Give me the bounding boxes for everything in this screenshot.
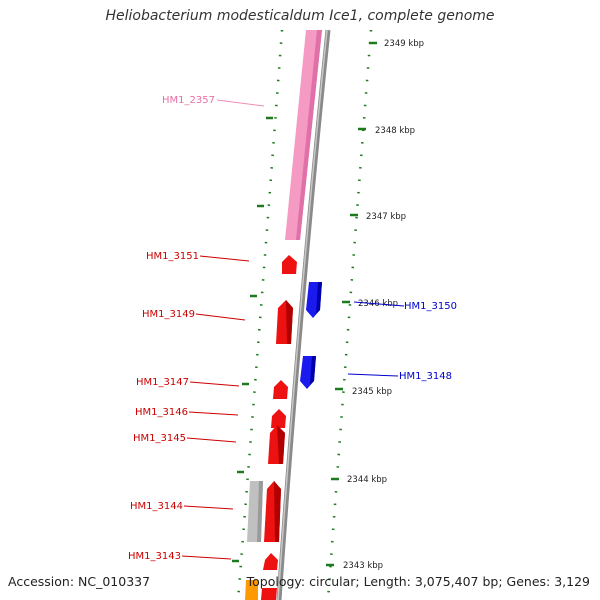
gene-shape-shade (296, 30, 322, 240)
gene-label-HM1_3148[interactable]: HM1_3148 (399, 371, 452, 382)
gene-label-HM1_3143[interactable]: HM1_3143 (128, 551, 181, 562)
label-leaders (181, 99, 405, 560)
gene-HM1_3150[interactable] (306, 282, 322, 318)
ruler-tick-label: 2347 kbp (366, 212, 406, 222)
ruler-tick-label: 2344 kbp (347, 475, 387, 485)
gene-label-HM1_3151[interactable]: HM1_3151 (146, 251, 199, 262)
gene-shape-shade (310, 356, 316, 385)
gene-HM1_3151[interactable] (282, 255, 297, 274)
leader-HM1_3146 (188, 411, 239, 416)
gene-label-HM1_3145[interactable]: HM1_3145 (133, 433, 186, 444)
gene-shape (273, 380, 288, 399)
ruler-tick-label: 2349 kbp (384, 39, 424, 49)
gene-grey[interactable] (247, 481, 263, 542)
leader-HM1_2357 (216, 99, 265, 107)
ruler-tick-label: 2348 kbp (375, 126, 415, 136)
gene-label-HM1_3144[interactable]: HM1_3144 (130, 501, 183, 512)
gene-shape (245, 580, 258, 600)
gene-HM1_3147[interactable] (273, 380, 288, 399)
genome-backbone (276, 29, 331, 600)
leader-HM1_3150 (353, 301, 405, 307)
gene-shape (261, 588, 277, 600)
leader-HM1_3145 (186, 437, 237, 443)
leader-HM1_3151 (199, 255, 250, 262)
gene-labels: HM1_2357 HM1_3151 HM1_3150 HM1_3149 HM1_… (128, 95, 457, 562)
ruler-tick-label: 2345 kbp (352, 387, 392, 397)
gene-HM1_3143[interactable] (263, 553, 278, 570)
gene-shape (271, 409, 286, 428)
gene-label-HM1_3147[interactable]: HM1_3147 (136, 377, 189, 388)
gene-shape (263, 553, 278, 570)
gene-HM1_3145[interactable] (268, 425, 285, 464)
gene-label-HM1_3149[interactable]: HM1_3149 (142, 309, 195, 320)
gene-red-partial[interactable] (261, 588, 277, 600)
gene-label-HM1_3146[interactable]: HM1_3146 (135, 407, 188, 418)
ruler-major-ticks (232, 41, 377, 567)
genome-summary-text: Topology: circular; Length: 3,075,407 bp… (246, 574, 590, 589)
leader-HM1_3147 (189, 381, 240, 387)
gene-HM1_3149[interactable] (276, 300, 293, 344)
map-title: Heliobacterium modesticaldum Ice1, compl… (105, 8, 495, 24)
gene-HM1_3148[interactable] (300, 356, 316, 389)
leader-HM1_3149 (195, 313, 246, 321)
leader-HM1_3148 (347, 373, 399, 377)
gene-shape-shade (316, 282, 322, 314)
gene-shape (282, 255, 297, 274)
genome-backbone-highlight (277, 29, 328, 600)
gene-HM1_3146[interactable] (271, 409, 286, 428)
accession-text: Accession: NC_010337 (8, 574, 151, 589)
gene-orange[interactable] (245, 580, 258, 600)
gene-HM1_3144[interactable] (264, 481, 281, 542)
gene-shape-shade (286, 300, 293, 344)
gene-HM1_2357[interactable] (285, 30, 322, 240)
gene-label-HM1_3150[interactable]: HM1_3150 (404, 301, 457, 312)
gene-shape-shade (274, 481, 281, 542)
outer-ruler-arc (326, 29, 373, 600)
gene-shape-shade (257, 481, 263, 542)
leader-HM1_3143 (181, 555, 232, 560)
inner-ruler-arc (236, 29, 284, 600)
ruler-tick-label: 2343 kbp (343, 561, 383, 571)
gene-shape-shade (277, 425, 285, 464)
gene-label-HM1_2357[interactable]: HM1_2357 (162, 95, 215, 106)
leader-HM1_3144 (183, 505, 234, 510)
